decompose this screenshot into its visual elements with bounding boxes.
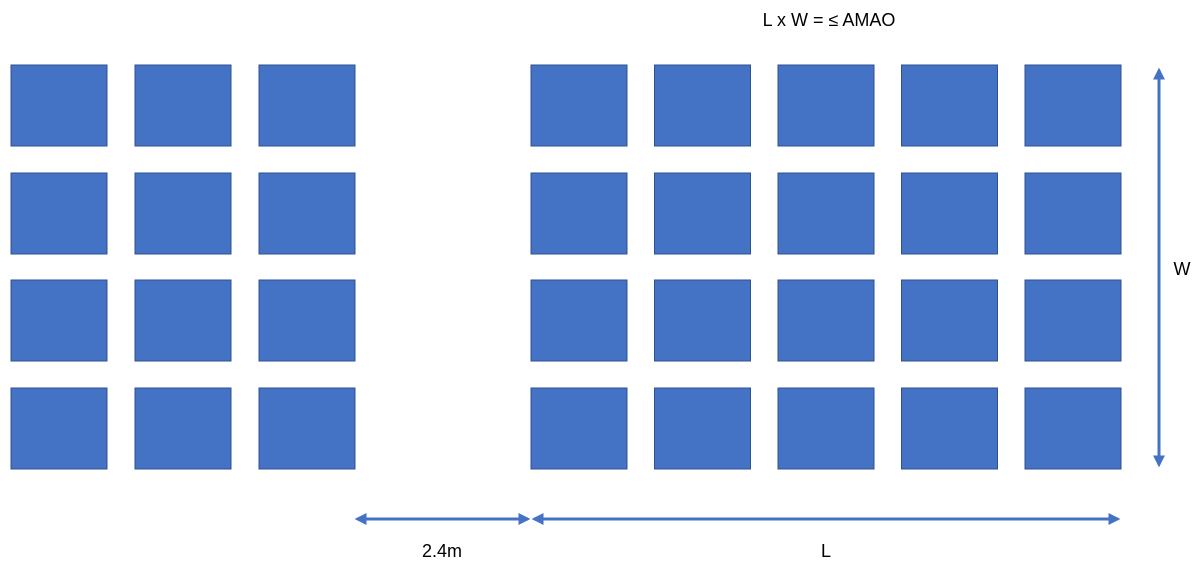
- right-block-r2-c5: [1024, 172, 1122, 255]
- formula-label: L x W = ≤ AMAO: [763, 10, 896, 30]
- gap-label: 2.4m: [422, 541, 462, 561]
- length-label: L: [821, 541, 831, 561]
- right-block-r2-c2: [654, 172, 751, 255]
- right-block-r4-c5: [1024, 387, 1122, 470]
- right-block-r2-c1: [530, 172, 628, 255]
- right-block-r1-c4: [901, 64, 998, 147]
- left-block-r2-c3: [258, 172, 356, 255]
- right-block-r4-c3: [777, 387, 875, 470]
- left-block-r4-c2: [134, 387, 232, 470]
- right-block-r1-c1: [530, 64, 628, 147]
- width-label: W: [1174, 259, 1191, 279]
- right-block-r1-c2: [654, 64, 751, 147]
- left-block-r1-c3: [258, 64, 356, 147]
- right-block-r1-c5: [1024, 64, 1122, 147]
- right-block-group: [530, 64, 1122, 470]
- left-block-r3-c2: [134, 279, 232, 362]
- right-block-r3-c5: [1024, 279, 1122, 362]
- right-block-r4-c1: [530, 387, 628, 470]
- left-block-r4-c3: [258, 387, 356, 470]
- right-block-r3-c3: [777, 279, 875, 362]
- right-block-r1-c3: [777, 64, 875, 147]
- right-block-r2-c4: [901, 172, 998, 255]
- left-block-r2-c1: [10, 172, 108, 255]
- right-block-r3-c1: [530, 279, 628, 362]
- left-block-r3-c3: [258, 279, 356, 362]
- left-block-r1-c2: [134, 64, 232, 147]
- right-block-r2-c3: [777, 172, 875, 255]
- right-block-r4-c2: [654, 387, 751, 470]
- left-block-r4-c1: [10, 387, 108, 470]
- left-block-r2-c2: [134, 172, 232, 255]
- left-block-r3-c1: [10, 279, 108, 362]
- right-block-r3-c4: [901, 279, 998, 362]
- right-block-r4-c4: [901, 387, 998, 470]
- left-block-group: [10, 64, 356, 470]
- left-block-r1-c1: [10, 64, 108, 147]
- right-block-r3-c2: [654, 279, 751, 362]
